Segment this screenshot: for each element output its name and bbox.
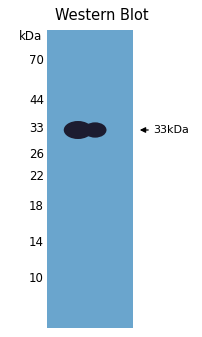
Text: 33kDa: 33kDa bbox=[152, 125, 188, 135]
Bar bbox=[47, 30, 132, 328]
Text: 33: 33 bbox=[29, 122, 44, 134]
Ellipse shape bbox=[63, 121, 92, 139]
Text: 70: 70 bbox=[29, 54, 44, 66]
Text: 22: 22 bbox=[29, 171, 44, 184]
Text: 18: 18 bbox=[29, 201, 44, 214]
Text: 10: 10 bbox=[29, 272, 44, 284]
Text: Western Blot: Western Blot bbox=[54, 8, 148, 24]
Ellipse shape bbox=[83, 122, 106, 137]
Text: 44: 44 bbox=[29, 93, 44, 106]
Text: 26: 26 bbox=[29, 149, 44, 161]
Text: kDa: kDa bbox=[19, 31, 42, 43]
Text: 14: 14 bbox=[29, 237, 44, 249]
